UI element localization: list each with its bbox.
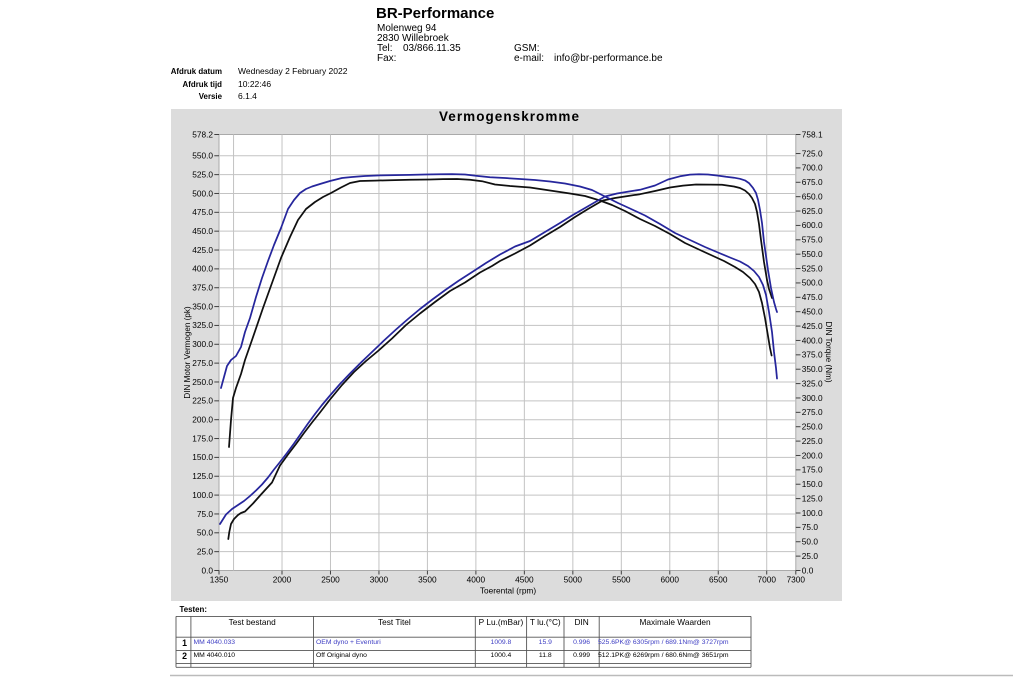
svg-text:100.0: 100.0: [192, 490, 213, 500]
svg-text:25.0: 25.0: [197, 546, 214, 556]
svg-text:2500: 2500: [321, 575, 340, 585]
svg-text:DIN Torque (Nm): DIN Torque (Nm): [824, 321, 833, 382]
svg-text:175.0: 175.0: [802, 465, 823, 475]
svg-text:475.0: 475.0: [802, 292, 823, 302]
svg-text:225.0: 225.0: [802, 436, 823, 446]
svg-text:325.0: 325.0: [192, 320, 213, 330]
svg-text:7000: 7000: [757, 575, 776, 585]
svg-text:578.2: 578.2: [192, 129, 213, 139]
svg-text:7300: 7300: [787, 575, 806, 585]
svg-text:0.0: 0.0: [802, 565, 814, 575]
svg-text:675.0: 675.0: [802, 177, 823, 187]
svg-text:1350: 1350: [210, 575, 229, 585]
svg-text:350.0: 350.0: [802, 364, 823, 374]
svg-text:250.0: 250.0: [802, 422, 823, 432]
svg-text:3000: 3000: [370, 575, 389, 585]
svg-text:5500: 5500: [612, 575, 631, 585]
svg-text:175.0: 175.0: [192, 433, 213, 443]
svg-text:650.0: 650.0: [802, 191, 823, 201]
svg-text:550.0: 550.0: [802, 249, 823, 259]
svg-text:700.0: 700.0: [802, 163, 823, 173]
svg-text:500.0: 500.0: [192, 188, 213, 198]
svg-text:125.0: 125.0: [802, 493, 823, 503]
svg-text:DIN Motor Vermogen (pk): DIN Motor Vermogen (pk): [183, 306, 192, 399]
svg-text:125.0: 125.0: [192, 471, 213, 481]
svg-text:75.0: 75.0: [197, 509, 214, 519]
svg-text:300.0: 300.0: [802, 393, 823, 403]
svg-text:300.0: 300.0: [192, 339, 213, 349]
svg-text:525.0: 525.0: [192, 169, 213, 179]
svg-text:400.0: 400.0: [192, 264, 213, 274]
svg-text:3500: 3500: [418, 575, 437, 585]
svg-text:2000: 2000: [273, 575, 292, 585]
svg-text:150.0: 150.0: [802, 479, 823, 489]
svg-text:550.0: 550.0: [192, 151, 213, 161]
svg-text:450.0: 450.0: [192, 226, 213, 236]
svg-text:6500: 6500: [709, 575, 728, 585]
svg-text:50.0: 50.0: [197, 528, 214, 538]
svg-text:0.0: 0.0: [201, 565, 213, 575]
svg-text:325.0: 325.0: [802, 378, 823, 388]
svg-text:525.0: 525.0: [802, 263, 823, 273]
svg-text:425.0: 425.0: [802, 321, 823, 331]
svg-text:200.0: 200.0: [802, 450, 823, 460]
svg-text:275.0: 275.0: [802, 407, 823, 417]
svg-text:50.0: 50.0: [802, 537, 819, 547]
svg-text:25.0: 25.0: [802, 551, 819, 561]
svg-text:625.0: 625.0: [802, 206, 823, 216]
svg-text:100.0: 100.0: [802, 508, 823, 518]
svg-text:600.0: 600.0: [802, 220, 823, 230]
svg-text:350.0: 350.0: [192, 301, 213, 311]
svg-text:725.0: 725.0: [802, 148, 823, 158]
svg-text:200.0: 200.0: [192, 414, 213, 424]
svg-text:475.0: 475.0: [192, 207, 213, 217]
svg-text:275.0: 275.0: [192, 358, 213, 368]
svg-text:450.0: 450.0: [802, 307, 823, 317]
svg-text:425.0: 425.0: [192, 245, 213, 255]
svg-text:400.0: 400.0: [802, 335, 823, 345]
svg-text:5000: 5000: [564, 575, 583, 585]
svg-text:6000: 6000: [661, 575, 680, 585]
svg-text:575.0: 575.0: [802, 235, 823, 245]
svg-text:75.0: 75.0: [802, 522, 819, 532]
svg-text:250.0: 250.0: [192, 377, 213, 387]
svg-text:4000: 4000: [467, 575, 486, 585]
svg-text:225.0: 225.0: [192, 396, 213, 406]
svg-text:500.0: 500.0: [802, 278, 823, 288]
svg-text:Toerental (rpm): Toerental (rpm): [480, 586, 536, 596]
svg-text:758.1: 758.1: [802, 129, 823, 139]
svg-text:375.0: 375.0: [802, 350, 823, 360]
svg-text:150.0: 150.0: [192, 452, 213, 462]
svg-text:375.0: 375.0: [192, 283, 213, 293]
svg-text:4500: 4500: [515, 575, 534, 585]
